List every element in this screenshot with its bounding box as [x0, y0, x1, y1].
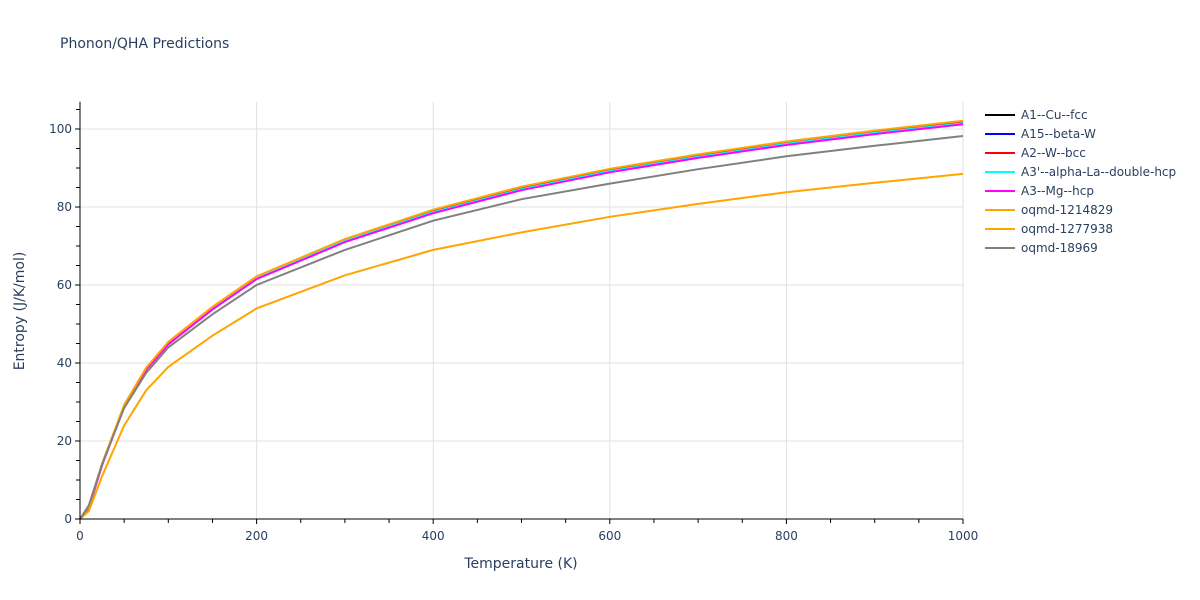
x-axis-title: Temperature (K) [463, 556, 577, 572]
legend-item[interactable]: A2--W--bcc [985, 143, 1176, 162]
legend-line-icon [985, 151, 1015, 154]
axes: 0 200 400 600 800 1000 0 20 40 60 80 100 [49, 101, 979, 543]
legend-label: oqmd-1277938 [1021, 221, 1114, 236]
legend-line-icon [985, 132, 1015, 135]
y-tick-label: 20 [57, 434, 72, 448]
x-tick-label: 0 [76, 529, 84, 543]
series-line[interactable] [79, 123, 964, 520]
legend-line-icon [985, 113, 1015, 116]
legend-label: A2--W--bcc [1021, 145, 1086, 160]
gridlines [80, 101, 964, 519]
legend-item[interactable]: A3--Mg--hcp [985, 181, 1176, 200]
legend-item[interactable]: A3'--alpha-La--double-hcp [985, 162, 1176, 181]
chart-title: Phonon/QHA Predictions [60, 36, 230, 52]
legend-line-icon [985, 170, 1015, 173]
legend: A1--Cu--fcc A15--beta-W A2--W--bcc A3'--alp… [985, 105, 1176, 257]
legend-item[interactable]: A15--beta-W [985, 124, 1176, 143]
legend-line-icon [985, 246, 1015, 249]
legend-item[interactable]: A1--Cu--fcc [985, 105, 1176, 124]
legend-line-icon [985, 227, 1015, 230]
y-tick-label: 100 [49, 122, 72, 136]
legend-label: A15--beta-W [1021, 126, 1096, 141]
legend-label: A3'--alpha-La--double-hcp [1021, 164, 1177, 179]
y-tick-label: 60 [57, 278, 72, 292]
legend-label: oqmd-1214829 [1021, 202, 1114, 217]
y-axis-title: Entropy (J/K/mol) [12, 252, 28, 371]
y-tick-label: 40 [57, 356, 72, 370]
legend-label: A1--Cu--fcc [1021, 107, 1088, 122]
series-line[interactable] [79, 119, 964, 520]
data-lines [79, 119, 964, 520]
series-line[interactable] [79, 122, 964, 520]
y-tick-label: 80 [57, 200, 72, 214]
series-line[interactable] [79, 172, 964, 520]
legend-line-icon [985, 189, 1015, 192]
legend-item[interactable]: oqmd-1277938 [985, 219, 1176, 238]
legend-item[interactable]: oqmd-1214829 [985, 200, 1176, 219]
y-tick-label: 0 [64, 512, 72, 526]
x-tick-label: 600 [598, 529, 621, 543]
x-tick-label: 1000 [948, 529, 979, 543]
legend-label: A3--Mg--hcp [1021, 183, 1094, 198]
legend-line-icon [985, 208, 1015, 211]
legend-label: oqmd-18969 [1021, 240, 1098, 255]
x-tick-label: 800 [775, 529, 798, 543]
series-line[interactable] [79, 122, 964, 520]
series-line[interactable] [79, 135, 964, 520]
x-tick-label: 400 [422, 529, 445, 543]
series-line[interactable] [79, 122, 964, 520]
x-tick-label: 200 [245, 529, 268, 543]
legend-item[interactable]: oqmd-18969 [985, 238, 1176, 257]
series-line[interactable] [79, 121, 964, 520]
